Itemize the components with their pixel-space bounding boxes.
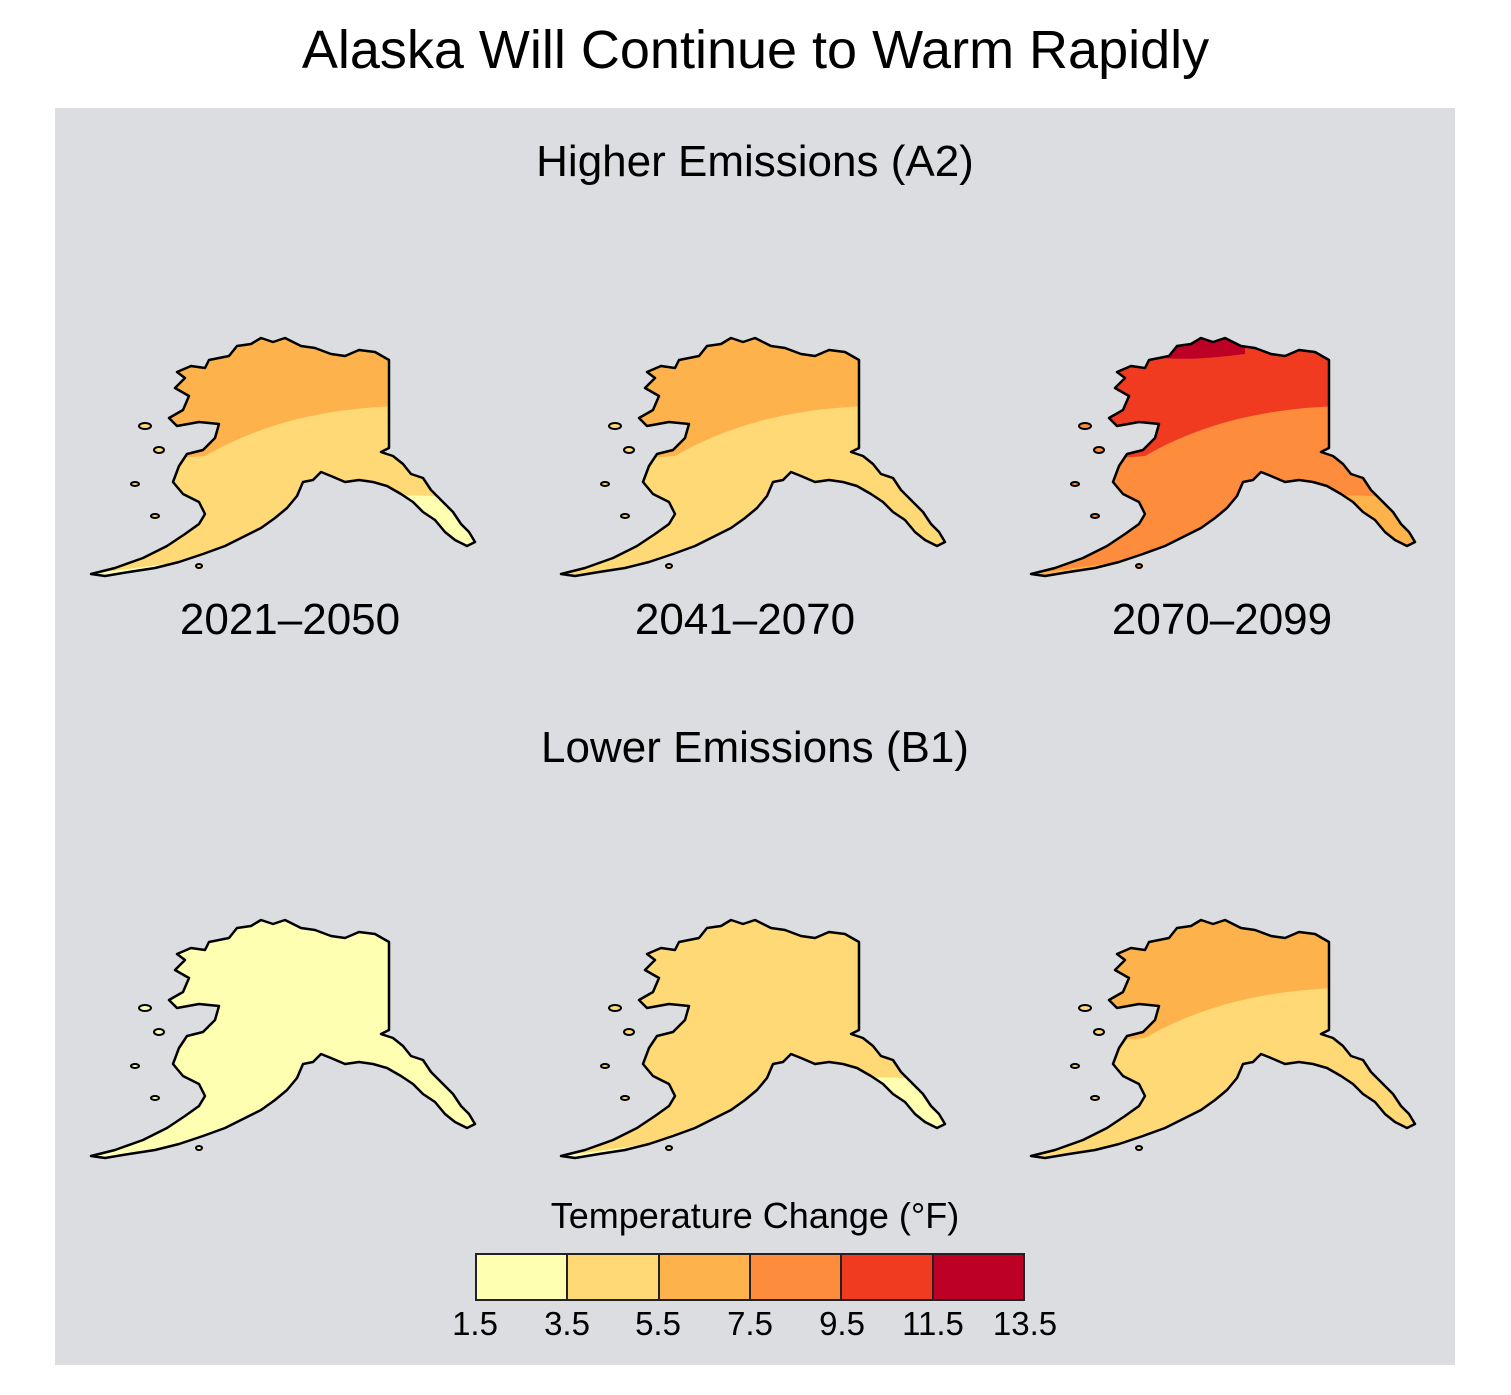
island [1093,1028,1105,1036]
island [195,1145,203,1151]
island [620,513,630,519]
island [1070,481,1080,487]
map-b1-2070-2099 [1029,918,1417,1160]
legend-swatch-3 [659,1255,751,1299]
period-label-2021-2050: 2021–2050 [179,595,401,644]
alaska-outline [559,918,947,1160]
legend-title: Temperature Change (°F) [550,1195,960,1236]
legend-tick: 1.5 [452,1305,498,1342]
island [608,422,622,430]
alaska-outline [89,918,477,1160]
alaska-outline [89,336,477,578]
island [138,422,152,430]
legend-colorbar [475,1253,1025,1301]
legend-tick: 13.5 [992,1305,1058,1342]
island [1093,446,1105,454]
legend-swatch-6 [933,1255,1023,1299]
island [150,1095,160,1101]
island [195,563,203,569]
legend-tick: 5.5 [635,1305,681,1342]
island [665,563,673,569]
temperature-zone-arctic-coast [1155,338,1245,359]
alaska-outline [559,336,947,578]
map-b1-2041-2070 [559,918,947,1160]
island [620,1095,630,1101]
legend-tick: 11.5 [902,1305,964,1342]
island [130,481,140,487]
island [1090,1095,1100,1101]
period-label-2041-2070: 2041–2070 [634,595,856,644]
island [153,446,165,454]
legend-swatch-2 [568,1255,660,1299]
section-title-higher-emissions: Higher Emissions (A2) [536,137,974,186]
period-label-2070-2099: 2070–2099 [1111,595,1333,644]
section-title-lower-emissions: Lower Emissions (B1) [541,723,969,772]
island [1078,422,1092,430]
island [623,446,635,454]
island [1135,563,1143,569]
legend-tick: 7.5 [727,1305,773,1342]
island [1135,1145,1143,1151]
legend-swatch-4 [750,1255,843,1299]
map-a2-2041-2070 [559,336,947,578]
island [1090,513,1100,519]
island [130,1063,140,1069]
island [623,1028,635,1036]
map-a2-2021-2050 [89,336,477,578]
alaska-outline [1029,918,1417,1160]
map-a2-2070-2099 [1029,336,1417,578]
alaska-outline [1029,336,1417,578]
legend-tick: 3.5 [544,1305,590,1342]
map-b1-2021-2050 [89,918,477,1160]
figure-title: Alaska Will Continue to Warm Rapidly [301,20,1210,80]
legend-swatch-1 [477,1255,569,1299]
legend-swatch-5 [842,1255,934,1299]
island [600,481,610,487]
island [608,1004,622,1012]
island [150,513,160,519]
island [665,1145,673,1151]
island [1070,1063,1080,1069]
island [153,1028,165,1036]
island [1078,1004,1092,1012]
map-panel: Higher Emissions (A2) 2021–2050 2041–207… [55,108,1455,1365]
island [138,1004,152,1012]
island [600,1063,610,1069]
legend-tick: 9.5 [819,1305,865,1342]
